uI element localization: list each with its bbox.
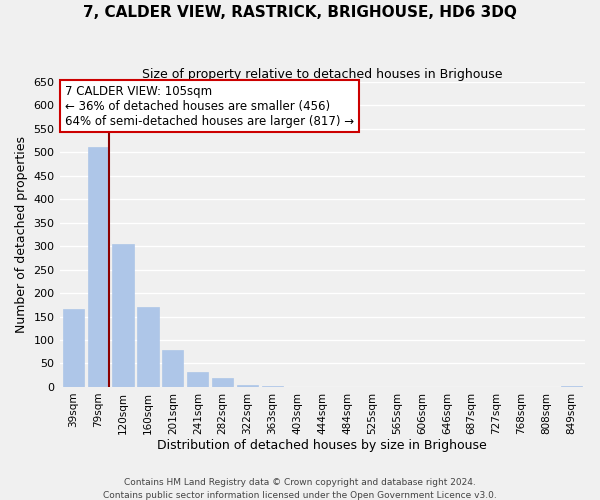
Text: Contains HM Land Registry data © Crown copyright and database right 2024.
Contai: Contains HM Land Registry data © Crown c… [103, 478, 497, 500]
Bar [112, 244, 134, 387]
X-axis label: Distribution of detached houses by size in Brighouse: Distribution of detached houses by size … [157, 440, 487, 452]
Bar [212, 378, 233, 387]
Text: 7 CALDER VIEW: 105sqm
← 36% of detached houses are smaller (456)
64% of semi-det: 7 CALDER VIEW: 105sqm ← 36% of detached … [65, 84, 354, 128]
Bar [62, 310, 84, 387]
Bar [561, 386, 582, 387]
Y-axis label: Number of detached properties: Number of detached properties [15, 136, 28, 333]
Bar [237, 384, 258, 387]
Bar [137, 307, 158, 387]
Text: 7, CALDER VIEW, RASTRICK, BRIGHOUSE, HD6 3DQ: 7, CALDER VIEW, RASTRICK, BRIGHOUSE, HD6… [83, 5, 517, 20]
Title: Size of property relative to detached houses in Brighouse: Size of property relative to detached ho… [142, 68, 503, 80]
Bar [162, 350, 184, 387]
Bar [187, 372, 208, 387]
Bar [88, 147, 109, 387]
